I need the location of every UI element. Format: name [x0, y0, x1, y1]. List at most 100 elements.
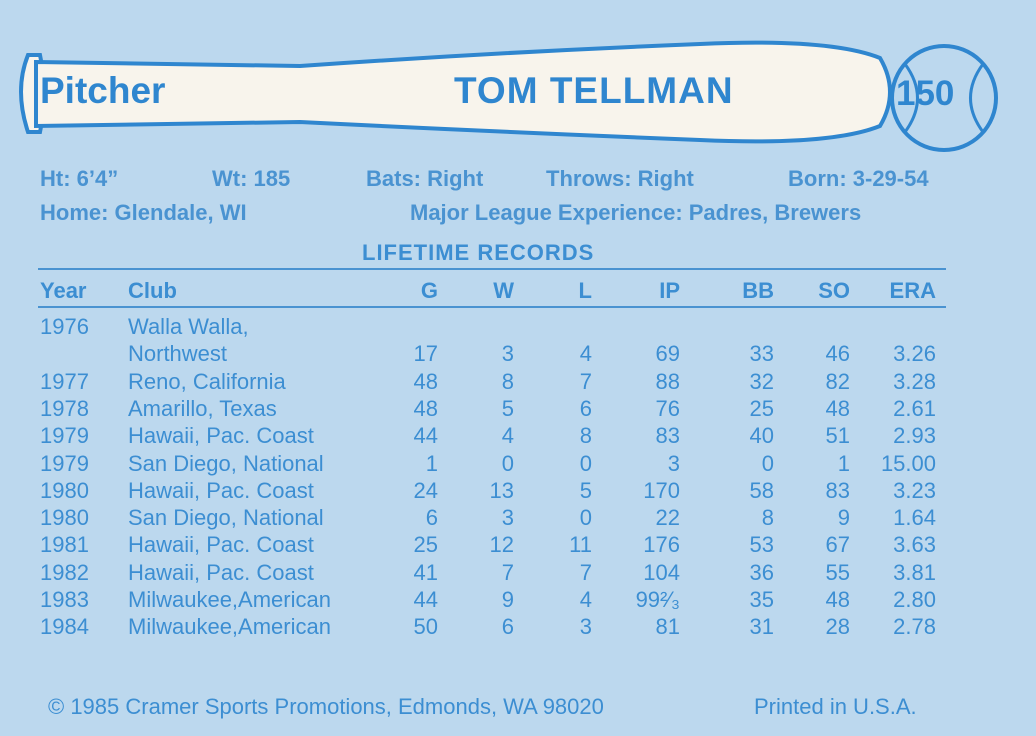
cell-l: 4	[579, 587, 592, 612]
cell-so: 48	[825, 587, 850, 612]
cell-club: Hawaii, Pac. Coast	[128, 477, 314, 503]
lifetime-records-title: LIFETIME RECORDS	[362, 240, 595, 265]
cell-year: 1979	[40, 450, 89, 476]
cell-ip: 81	[655, 614, 680, 640]
cell-w: 9	[501, 587, 514, 612]
cell-ip: 170	[643, 477, 680, 503]
cell-g: 17	[413, 341, 438, 367]
cell-g: 44	[413, 423, 438, 449]
player-name: TOM TELLMAN	[454, 70, 734, 111]
col-l: L	[578, 278, 592, 303]
cell-bb: 36	[749, 559, 774, 585]
cell-g: 6	[425, 505, 438, 531]
cell-w: 3	[501, 505, 514, 531]
cell-year: 1982	[40, 559, 89, 585]
cell-year: 1979	[40, 423, 89, 449]
cell-club: Northwest	[128, 341, 228, 367]
cell-l: 11	[569, 532, 592, 558]
cell-w: 8	[501, 368, 514, 394]
cell-so: 46	[825, 341, 850, 367]
cell-bb: 33	[749, 341, 774, 367]
cell-ip: 104	[643, 559, 680, 585]
cell-l: 3	[579, 614, 592, 640]
throws: Throws: Right	[546, 166, 694, 191]
cell-era: 3.23	[893, 477, 936, 503]
cell-so: 9	[837, 505, 850, 531]
cell-bb: 40	[749, 423, 774, 449]
cell-ip: 3	[667, 450, 680, 476]
col-bb: BB	[742, 278, 774, 303]
cell-club: San Diego, National	[128, 450, 324, 476]
cell-era: 15.00	[880, 450, 936, 476]
cell-era: 2.61	[893, 395, 936, 421]
cell-l: 8	[579, 423, 592, 449]
cell-era: 2.93	[893, 423, 936, 449]
cell-so: 82	[825, 368, 850, 394]
cell-ip: 69	[655, 341, 680, 367]
col-era: ERA	[889, 278, 936, 303]
baseball-icon	[890, 44, 998, 152]
cell-ip: 176	[643, 532, 680, 558]
cell-w: 4	[501, 423, 514, 449]
major-league-experience: Major League Experience: Padres, Brewers	[410, 200, 862, 225]
cell-era: 3.81	[893, 559, 936, 585]
cell-year: 1984	[40, 614, 89, 640]
divider	[38, 306, 946, 308]
cell-ip: 99²⁄₃	[635, 587, 680, 612]
cell-bb: 0	[761, 450, 774, 476]
cell-club: San Diego, National	[128, 505, 324, 531]
cell-year: 1976	[40, 314, 89, 339]
born: Born: 3-29-54	[788, 166, 929, 191]
cell-so: 1	[837, 450, 850, 476]
cell-so: 28	[825, 614, 850, 640]
cell-club: Hawaii, Pac. Coast	[128, 559, 314, 585]
weight: Wt: 185	[212, 166, 291, 191]
cell-bb: 53	[749, 532, 774, 558]
bat-body	[34, 40, 892, 144]
cell-bb: 35	[749, 587, 774, 612]
cell-so: 67	[825, 532, 850, 558]
card-number: 150	[896, 74, 955, 113]
cell-so: 51	[825, 423, 850, 449]
cell-l: 4	[579, 341, 592, 367]
cell-era: 2.80	[893, 587, 936, 612]
cell-year: 1980	[40, 505, 89, 531]
cell-g: 1	[425, 450, 438, 476]
cell-ip: 22	[655, 505, 680, 531]
cell-g: 48	[413, 395, 438, 421]
cell-era: 3.28	[893, 368, 936, 394]
cell-w: 3	[501, 341, 514, 367]
cell-bb: 8	[761, 505, 774, 531]
col-so: SO	[818, 278, 850, 303]
cell-bb: 58	[749, 477, 774, 503]
cell-w: 12	[489, 532, 514, 558]
cell-ip: 83	[655, 423, 680, 449]
cell-l: 0	[579, 505, 592, 531]
col-ip: IP	[659, 278, 680, 303]
cell-bb: 31	[749, 614, 774, 640]
cell-so: 55	[825, 559, 850, 585]
col-g: G	[420, 278, 438, 303]
cell-club: Hawaii, Pac. Coast	[128, 532, 314, 558]
cell-era: 1.64	[893, 505, 936, 531]
cell-w: 5	[501, 395, 514, 421]
col-w: W	[493, 278, 514, 303]
cell-l: 6	[579, 395, 592, 421]
cell-club: Walla Walla,	[128, 314, 249, 339]
height: Ht: 6’4”	[40, 166, 119, 191]
cell-l: 7	[579, 368, 592, 394]
cell-era: 3.26	[893, 341, 936, 367]
cell-year: 1983	[40, 587, 89, 612]
cell-w: 0	[501, 450, 514, 476]
cell-club: Hawaii, Pac. Coast	[128, 423, 314, 449]
cell-ip: 88	[655, 368, 680, 394]
cell-g: 25	[413, 532, 438, 558]
cell-g: 44	[413, 587, 438, 612]
bats: Bats: Right	[366, 166, 484, 191]
col-club: Club	[128, 278, 177, 303]
printed-in: Printed in U.S.A.	[754, 694, 917, 719]
cell-g: 41	[413, 559, 438, 585]
cell-club: Milwaukee,American	[128, 587, 331, 612]
cell-club: Milwaukee,American	[128, 614, 331, 640]
cell-l: 7	[579, 559, 592, 585]
